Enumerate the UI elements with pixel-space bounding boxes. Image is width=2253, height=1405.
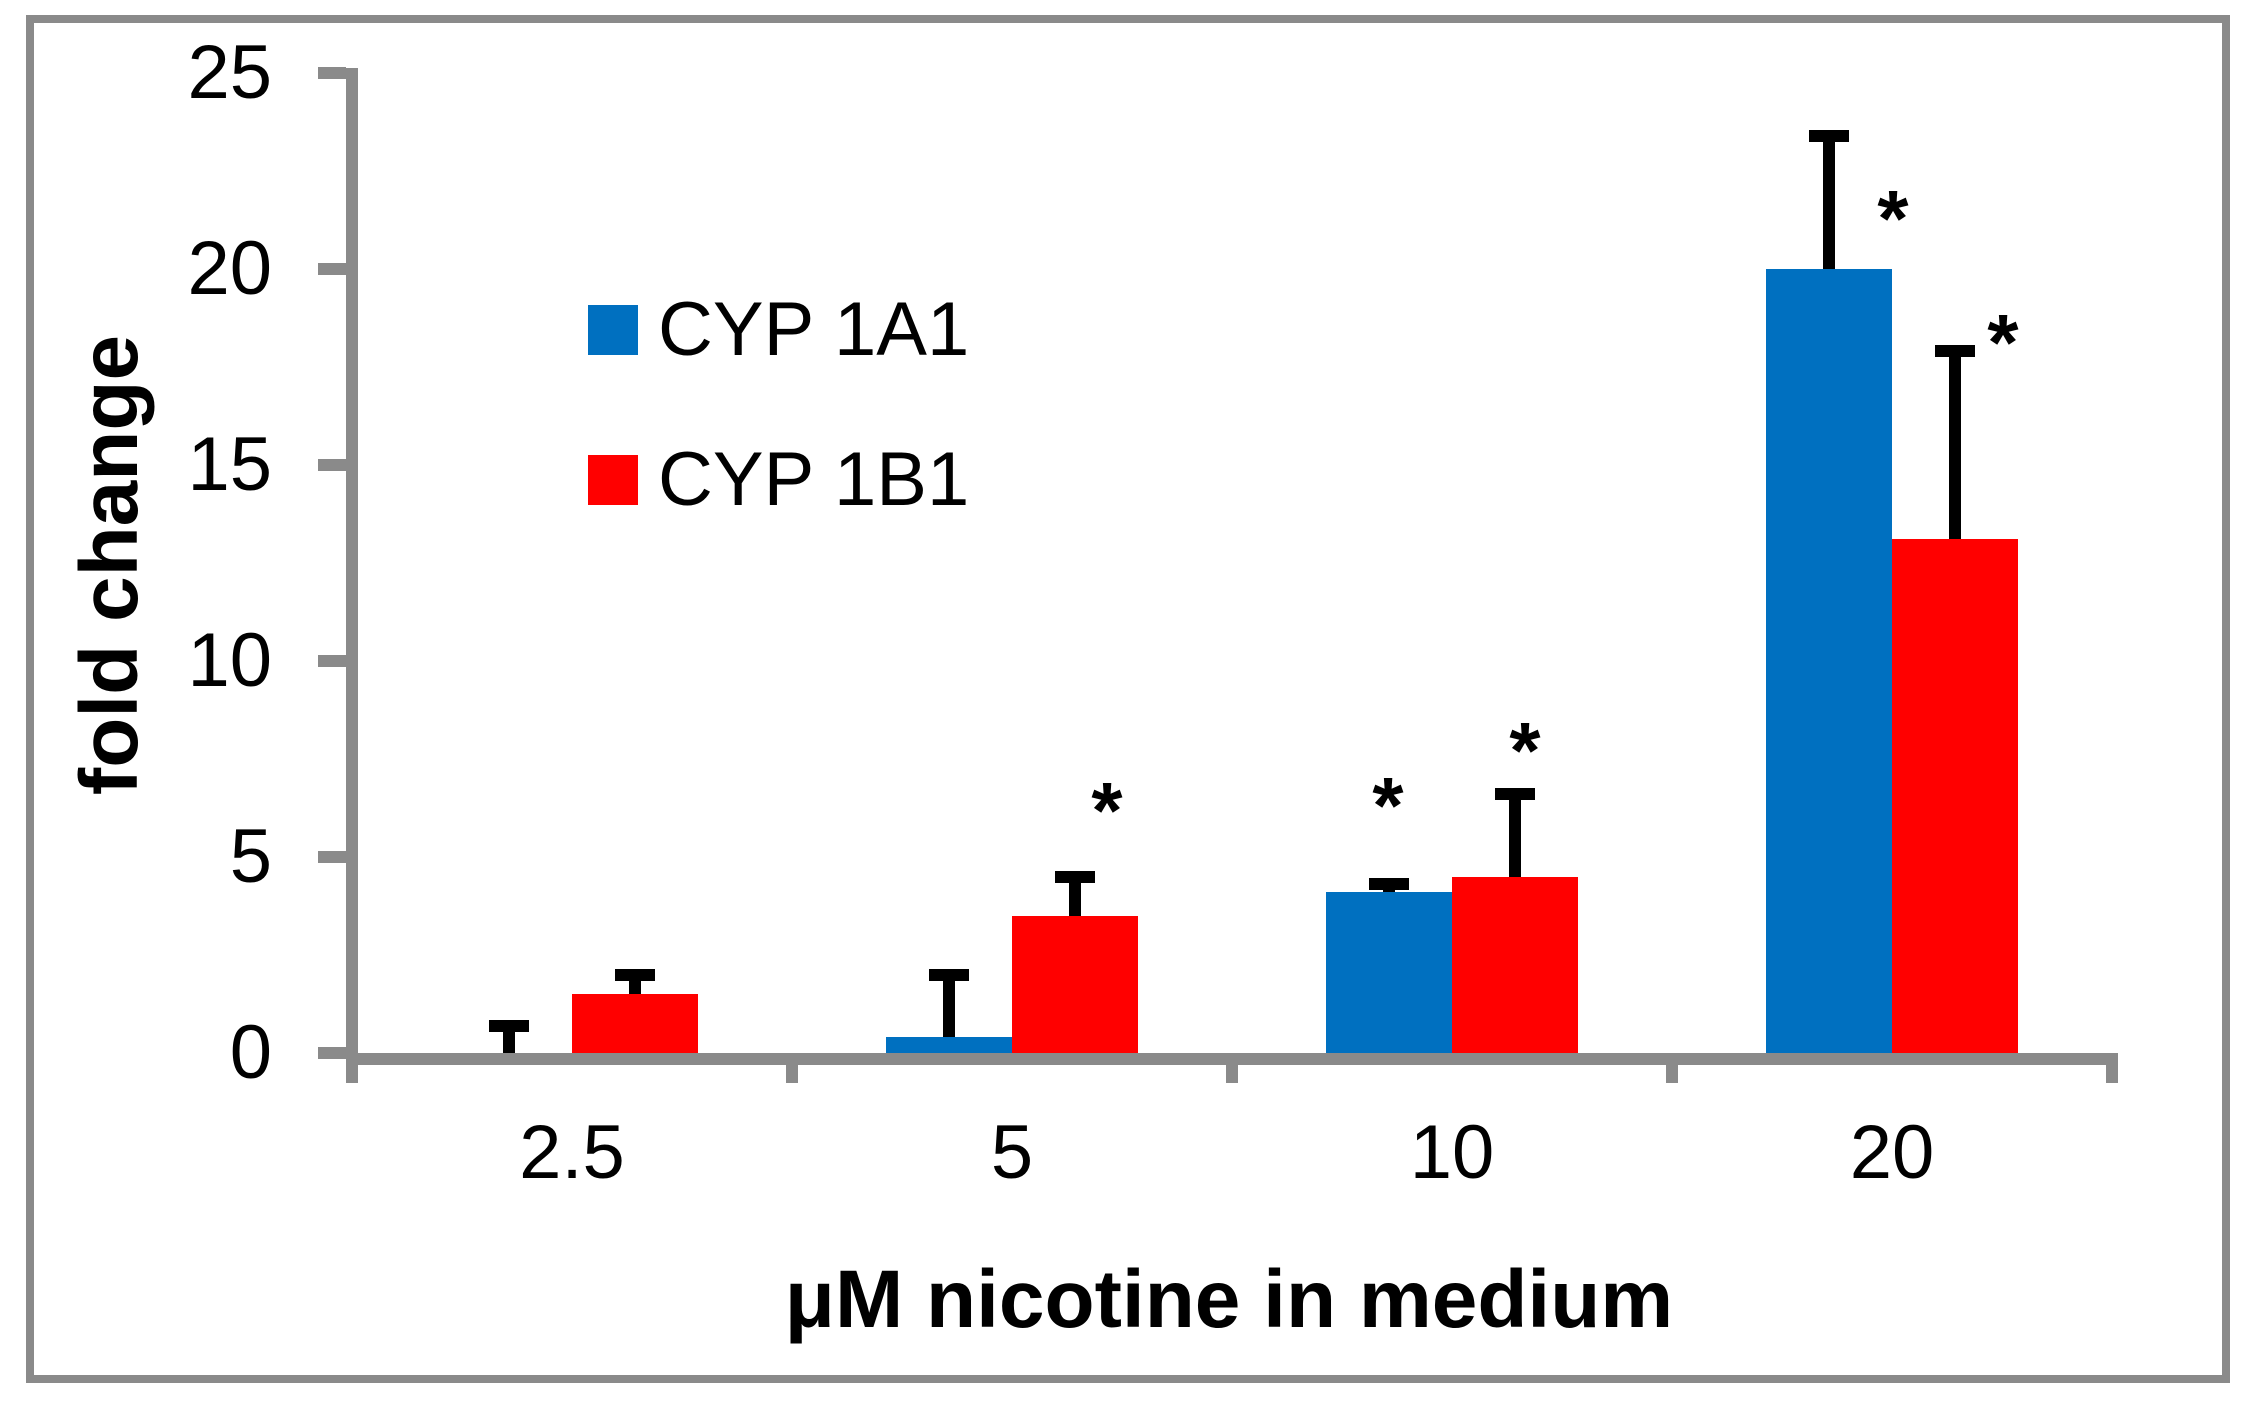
y-tick-label: 5 [229, 814, 272, 899]
error-bar-line [1069, 876, 1081, 916]
y-tick-mark [318, 459, 346, 471]
legend-item-cyp-1a1: CYP 1A1 [588, 292, 969, 368]
bar-cyp-1b1-20 [1892, 539, 2018, 1053]
x-tick-label: 2.5 [519, 1110, 625, 1195]
bar-cyp-1b1-5 [1012, 916, 1138, 1053]
y-tick-mark [318, 263, 346, 275]
y-tick-mark [318, 655, 346, 667]
significance-asterisk: * [1987, 298, 2019, 387]
x-tick-label: 20 [1849, 1110, 1935, 1195]
significance-asterisk: * [1877, 174, 1909, 263]
error-bar-line [943, 974, 955, 1037]
error-bar-cap [1935, 345, 1975, 358]
y-tick-label: 20 [187, 226, 272, 311]
y-tick-mark [318, 851, 346, 863]
significance-asterisk: * [1372, 761, 1404, 850]
y-tick-label: 10 [187, 618, 272, 703]
x-tick-mark [1226, 1053, 1238, 1083]
legend-swatch-cyp-1a1 [588, 305, 638, 355]
x-tick-label: 10 [1409, 1110, 1495, 1195]
x-tick-mark [786, 1053, 798, 1083]
legend-label: CYP 1B1 [658, 437, 970, 522]
error-bar-cap [615, 968, 655, 981]
legend-item-cyp-1b1: CYP 1B1 [588, 442, 969, 518]
bar-cyp-1a1-10 [1326, 892, 1452, 1053]
error-bar-cap [1809, 129, 1849, 142]
y-tick-label: 25 [187, 30, 272, 115]
legend-label: CYP 1A1 [658, 287, 970, 372]
y-tick-mark [318, 1047, 346, 1059]
error-bar-line [1949, 351, 1961, 539]
error-bar-cap [1055, 870, 1095, 883]
legend-swatch-cyp-1b1 [588, 455, 638, 505]
significance-asterisk: * [1509, 706, 1541, 795]
y-tick-mark [318, 67, 346, 79]
y-tick-label: 0 [229, 1010, 272, 1095]
error-bar-cap [489, 1019, 529, 1032]
error-bar-cap [1495, 788, 1535, 801]
x-tick-label: 5 [990, 1110, 1034, 1195]
error-bar-cap [1369, 878, 1409, 891]
error-bar-line [1509, 794, 1521, 877]
bar-cyp-1a1-20 [1766, 269, 1892, 1053]
bar-cyp-1a1-5 [886, 1037, 1012, 1053]
x-tick-mark [2106, 1053, 2118, 1083]
y-tick-label: 15 [187, 422, 272, 507]
y-axis-line [346, 68, 358, 1083]
error-bar-line [503, 1025, 515, 1053]
error-bar-cap [929, 968, 969, 981]
x-tick-mark [1666, 1053, 1678, 1083]
error-bar-line [1823, 135, 1835, 269]
x-axis-title: μM nicotine in medium [784, 1254, 1674, 1345]
bar-cyp-1b1-10 [1452, 877, 1578, 1053]
significance-asterisk: * [1091, 766, 1123, 855]
y-axis-title: fold change [64, 334, 155, 796]
bar-cyp-1b1-2.5 [572, 994, 698, 1053]
